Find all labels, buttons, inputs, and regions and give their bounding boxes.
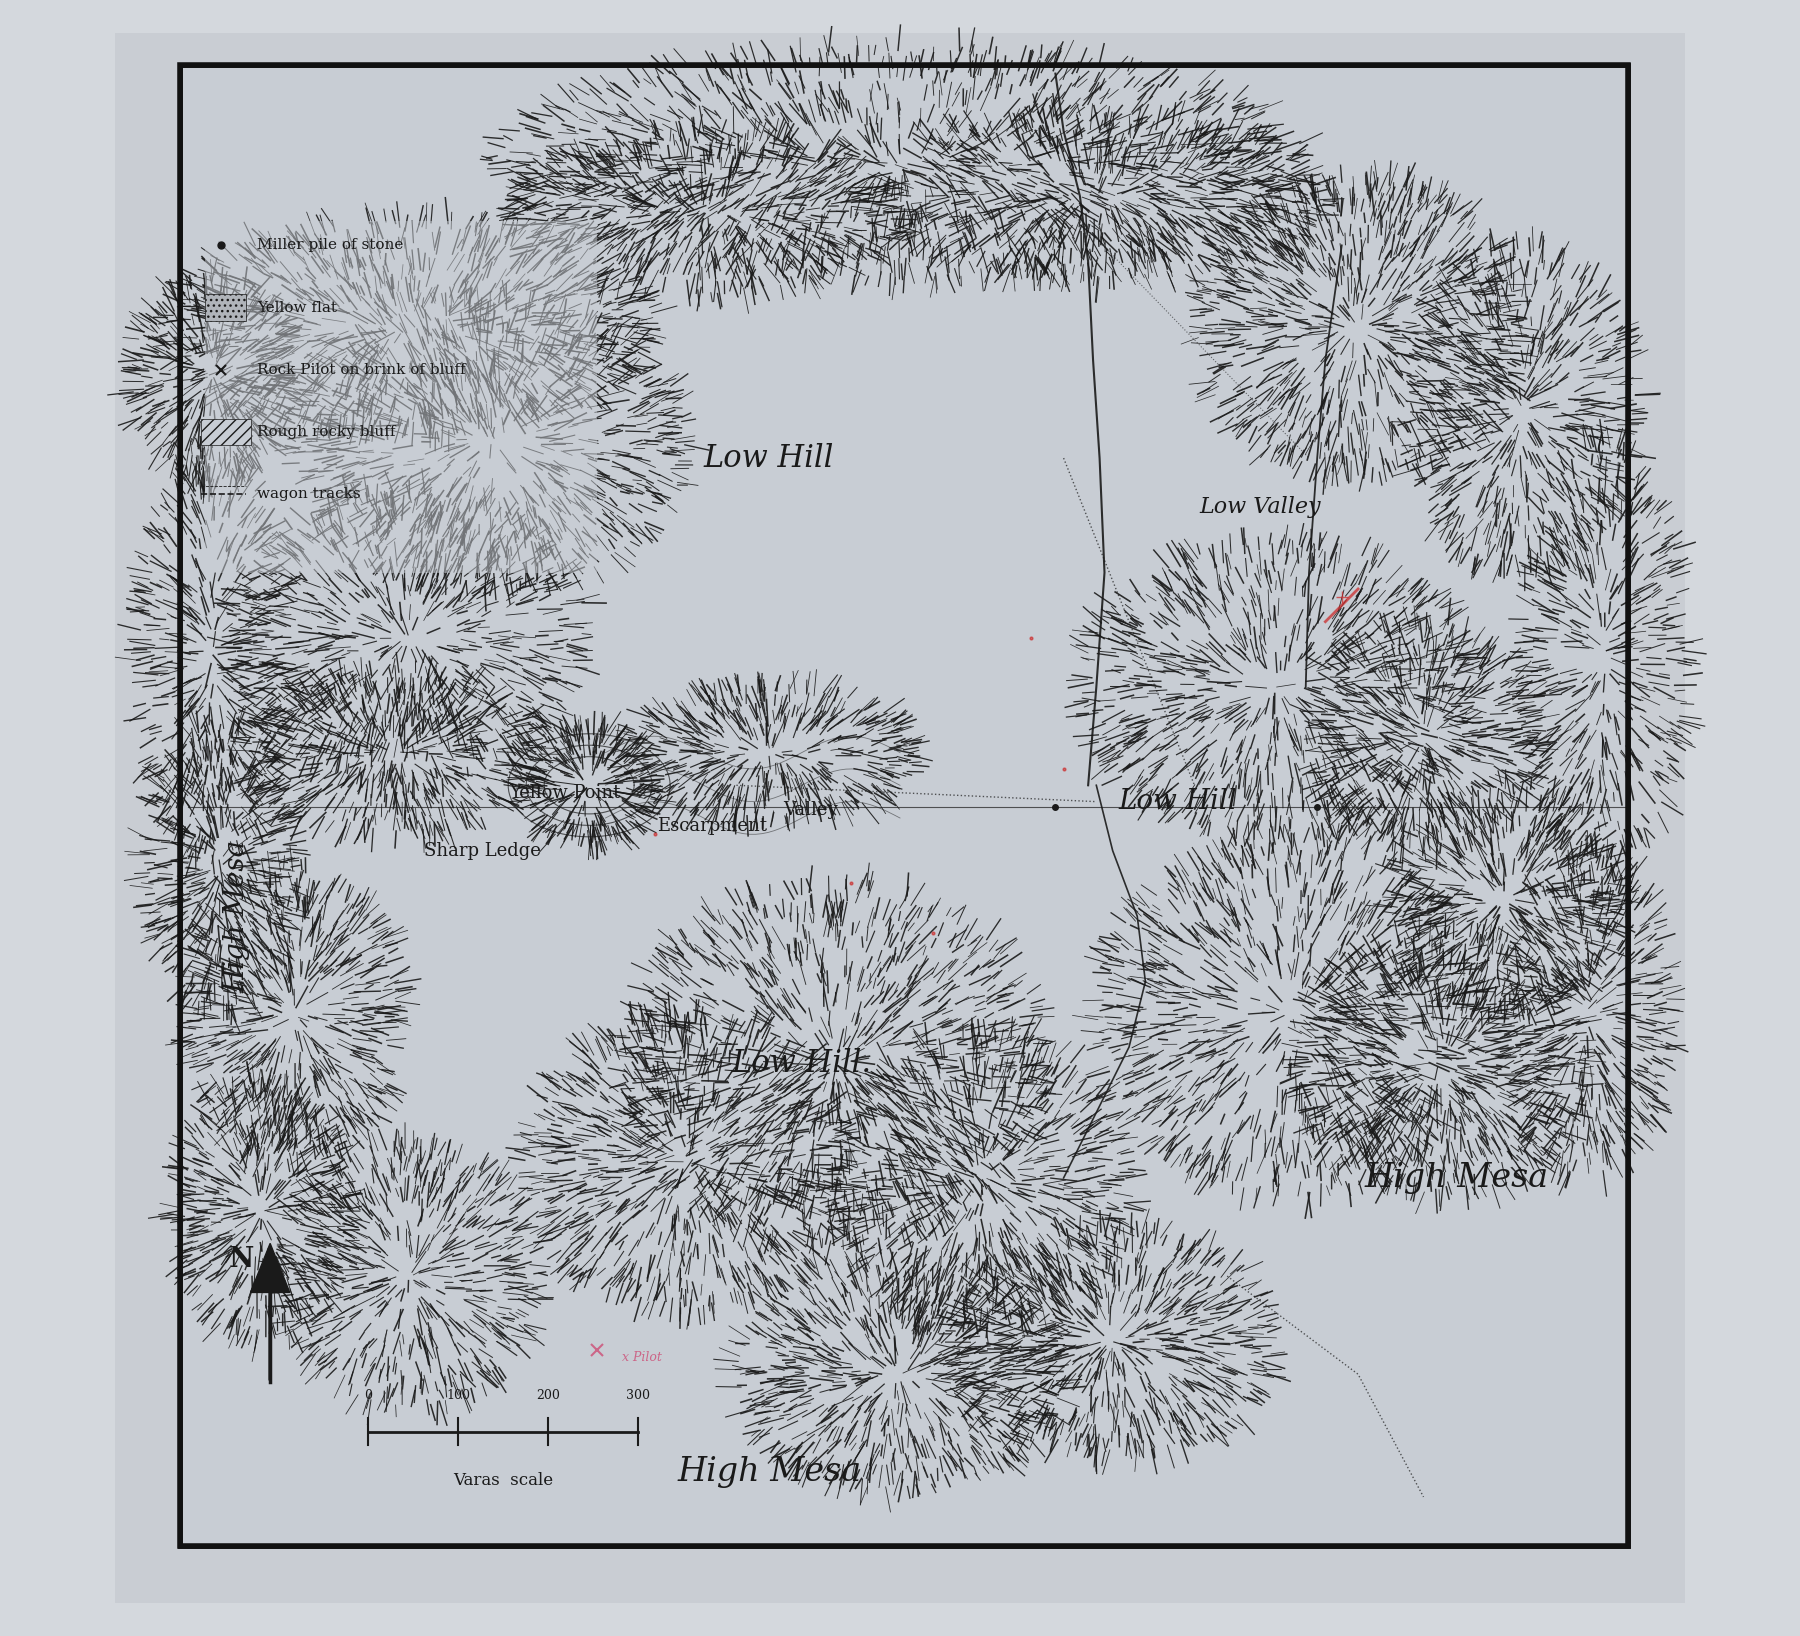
Text: Escarpment: Escarpment <box>657 816 767 836</box>
Text: High Mesa: High Mesa <box>1364 1162 1548 1194</box>
Bar <box>202 419 250 445</box>
FancyBboxPatch shape <box>205 221 598 573</box>
Text: High Mesa: High Mesa <box>223 839 250 993</box>
Text: Valley: Valley <box>783 800 837 820</box>
Text: Rock Pilot on brink of bluff: Rock Pilot on brink of bluff <box>257 363 466 376</box>
Text: 100: 100 <box>446 1389 470 1402</box>
Text: Low Hill.: Low Hill. <box>733 1049 871 1078</box>
Text: 300: 300 <box>626 1389 650 1402</box>
Text: Sharp Ledge: Sharp Ledge <box>425 841 542 861</box>
Text: Rough rocky bluff: Rough rocky bluff <box>257 425 396 438</box>
Text: High Mesa: High Mesa <box>677 1456 860 1489</box>
Text: Varas  scale: Varas scale <box>454 1472 553 1489</box>
Text: 200: 200 <box>536 1389 560 1402</box>
Text: x Pilot: x Pilot <box>621 1351 662 1364</box>
Text: Low Hill: Low Hill <box>704 443 835 473</box>
FancyBboxPatch shape <box>115 33 1685 1603</box>
FancyBboxPatch shape <box>180 65 1627 1546</box>
Text: 0: 0 <box>364 1389 373 1402</box>
Bar <box>205 294 245 321</box>
Text: Yellow Point: Yellow Point <box>509 784 621 803</box>
Text: N: N <box>229 1247 254 1273</box>
Polygon shape <box>250 1243 290 1292</box>
Text: Low Hill: Low Hill <box>1120 789 1237 815</box>
Text: Yellow flat: Yellow flat <box>257 301 337 314</box>
Text: Miller pile of stone: Miller pile of stone <box>257 239 403 252</box>
Text: Low Valley: Low Valley <box>1199 496 1321 519</box>
Text: wagon tracks: wagon tracks <box>257 488 360 501</box>
